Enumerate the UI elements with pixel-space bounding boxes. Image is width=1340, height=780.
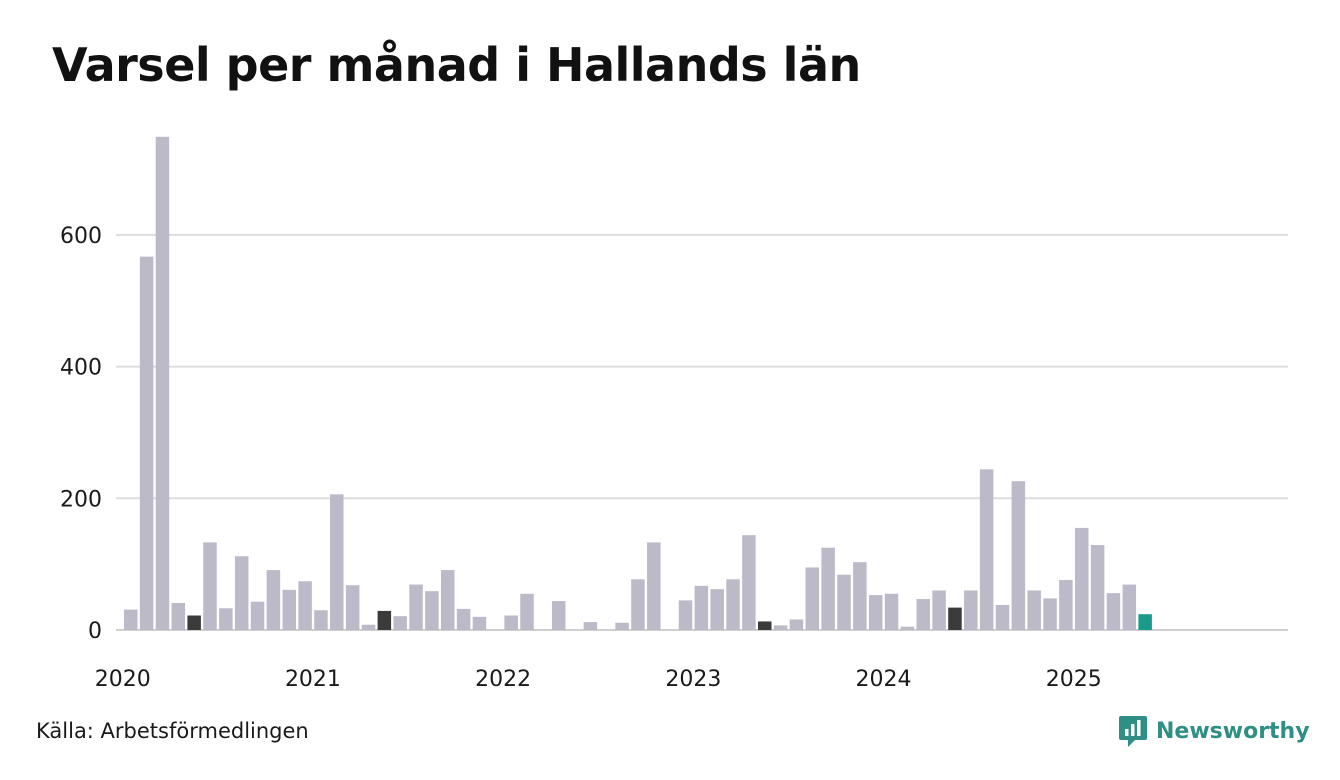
chart-title: Varsel per månad i Hallands län	[52, 38, 861, 92]
bar	[282, 589, 296, 630]
y-tick-label: 0	[88, 619, 102, 644]
bar	[187, 615, 201, 630]
bar	[393, 616, 407, 630]
bar	[758, 621, 772, 630]
brand[interactable]: Newsworthy	[1118, 714, 1310, 748]
bar	[1075, 527, 1089, 630]
grid-lines	[116, 233, 1288, 631]
bar	[441, 570, 455, 630]
bar	[1027, 590, 1041, 630]
bar	[551, 601, 566, 630]
bar	[298, 581, 312, 630]
bar	[361, 624, 376, 630]
bar	[155, 136, 170, 630]
bar	[520, 593, 534, 630]
bar	[1011, 481, 1026, 630]
bar	[171, 603, 186, 630]
bar	[345, 585, 360, 630]
bar	[250, 601, 265, 630]
bar	[583, 622, 598, 630]
x-tick-label: 2020	[95, 667, 151, 692]
bar	[694, 585, 709, 630]
bar	[948, 607, 962, 630]
bar	[773, 625, 788, 630]
bar	[853, 562, 867, 630]
source-note: Källa: Arbetsförmedlingen	[36, 719, 309, 743]
brand-name: Newsworthy	[1156, 718, 1310, 744]
bar	[472, 616, 487, 630]
bar	[266, 570, 281, 630]
bar	[456, 608, 471, 630]
bar	[139, 256, 154, 630]
bar	[900, 626, 915, 630]
bar	[726, 579, 740, 630]
bars	[124, 136, 1152, 630]
x-tick-label: 2022	[475, 667, 531, 692]
bar	[1122, 584, 1137, 630]
bar	[631, 579, 645, 630]
bar	[219, 608, 233, 630]
bar	[710, 589, 724, 630]
axis-labels: 0 200 400 600 2020 2021 2022 2023 2024 2025	[60, 224, 1102, 692]
bar	[203, 542, 217, 630]
bar	[1043, 598, 1057, 630]
bar	[504, 615, 518, 630]
x-tick-label: 2021	[285, 667, 341, 692]
y-tick-label: 600	[60, 224, 102, 249]
bar	[615, 622, 629, 630]
bar	[932, 590, 946, 630]
bar	[1138, 614, 1152, 630]
bar	[409, 584, 423, 630]
bar	[377, 610, 392, 630]
bar	[425, 591, 439, 630]
bar	[1059, 579, 1073, 630]
bar	[678, 600, 693, 630]
bar	[1106, 593, 1121, 630]
x-tick-label: 2023	[665, 667, 721, 692]
bar	[314, 610, 328, 630]
y-tick-label: 200	[60, 487, 102, 512]
bar	[979, 469, 994, 630]
bar	[234, 556, 249, 630]
bar	[124, 609, 138, 630]
bar	[789, 619, 804, 630]
bar	[330, 494, 344, 630]
bar	[916, 599, 930, 630]
bar	[995, 604, 1010, 630]
newsworthy-logo-icon	[1119, 716, 1147, 747]
bar	[821, 547, 835, 630]
x-tick-label: 2024	[856, 667, 912, 692]
bar	[964, 590, 978, 630]
bar	[805, 567, 820, 630]
bar	[837, 574, 851, 630]
bar	[742, 535, 756, 630]
bar	[1090, 545, 1105, 630]
bar	[884, 593, 899, 630]
x-tick-label: 2025	[1046, 667, 1102, 692]
bar	[868, 595, 883, 630]
y-tick-label: 400	[60, 356, 102, 381]
bar	[647, 542, 661, 630]
